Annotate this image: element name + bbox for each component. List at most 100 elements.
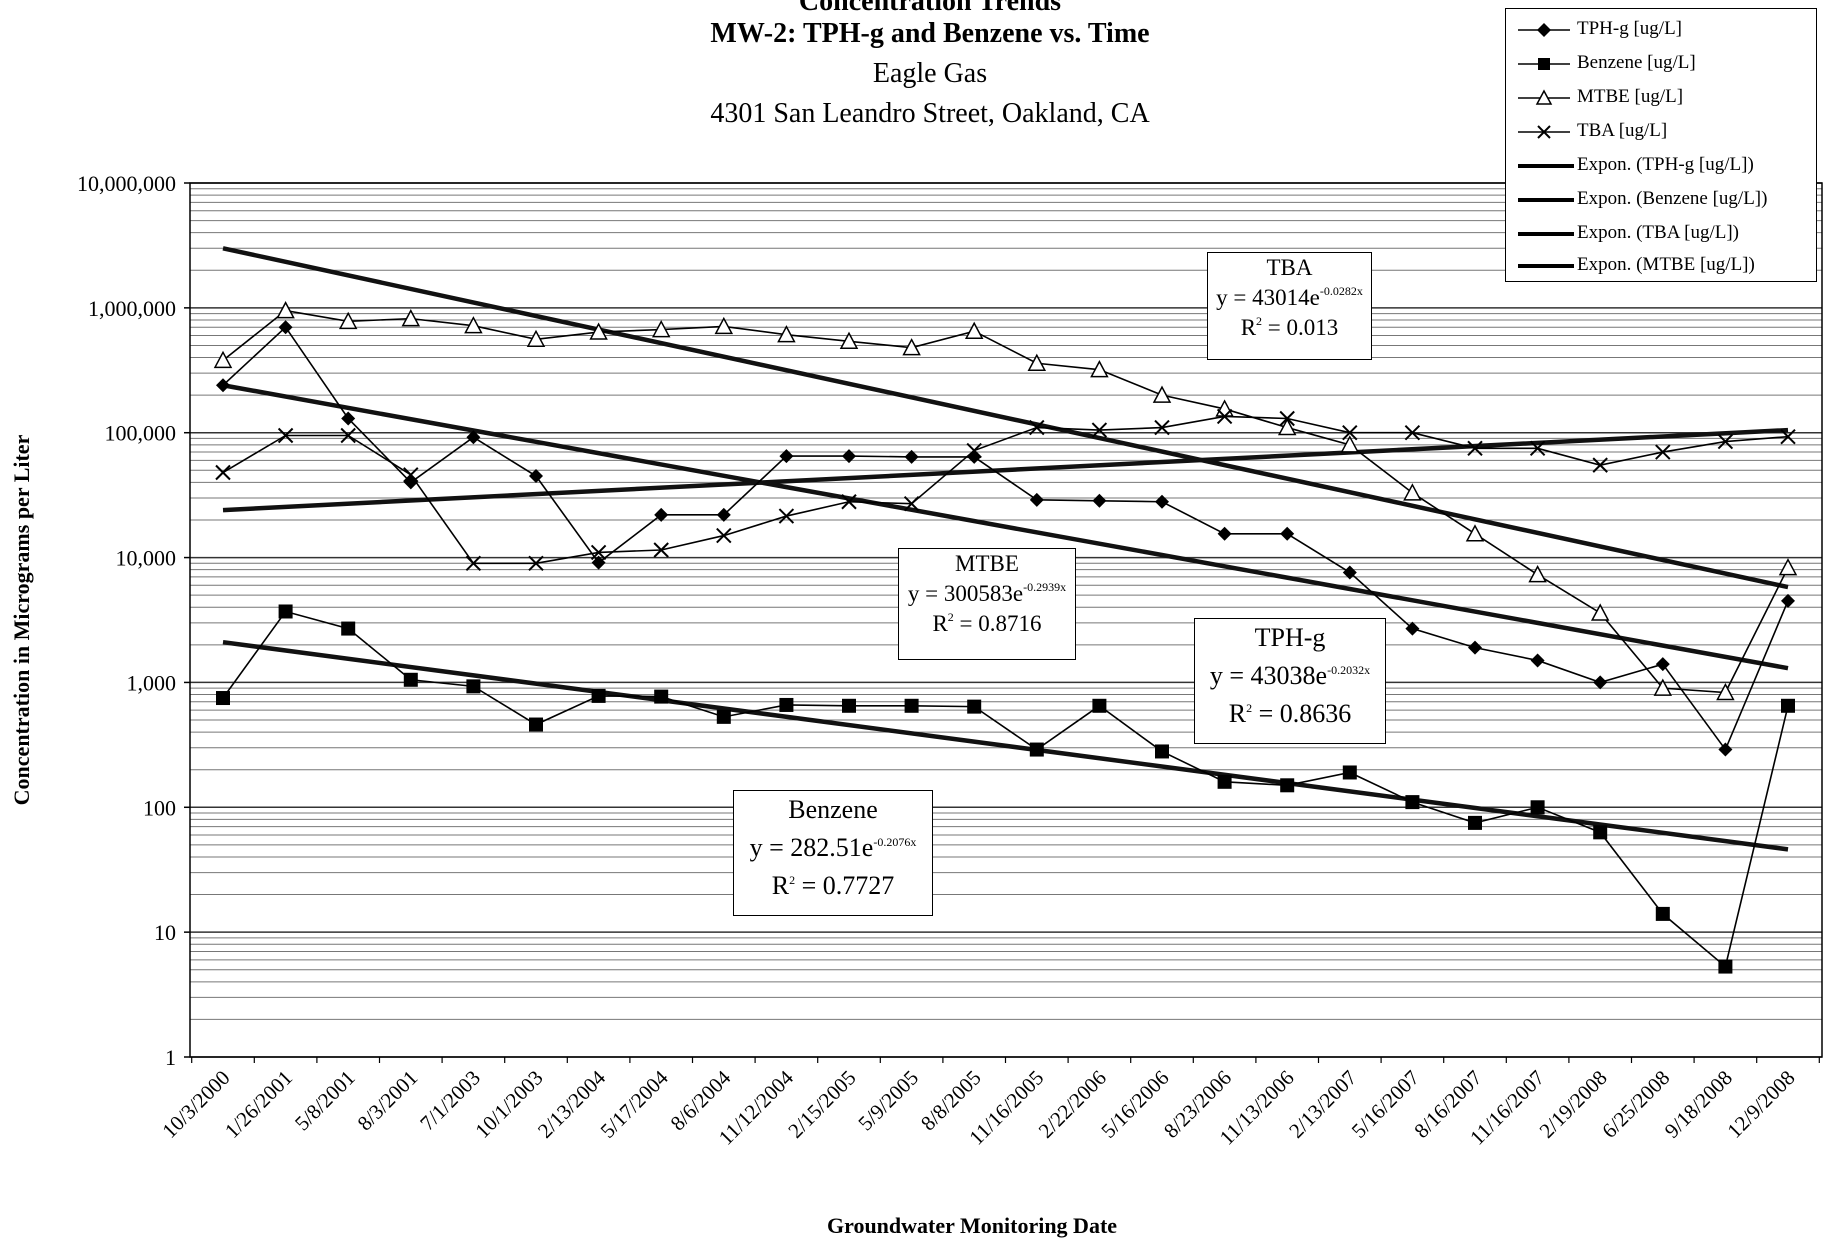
data-point-x: [1717, 433, 1734, 450]
chart-title-block: Concentration Trends MW-2: TPH-g and Ben…: [560, 0, 1300, 134]
trend-label: TBA: [1266, 255, 1313, 280]
data-point-x-stroke: [716, 527, 732, 544]
x-tick-label: 9/18/2008: [1660, 1066, 1737, 1143]
x-marker-icon: [1518, 125, 1570, 139]
data-point-triangle: [714, 316, 734, 335]
r2-superscript: 2: [947, 610, 954, 624]
data-point-x-stroke: [778, 508, 795, 524]
data-point-x: [1029, 419, 1045, 436]
data-point-x: [716, 527, 732, 544]
x-tick-label: 12/9/2008: [1722, 1066, 1799, 1143]
y-tick-label: 10,000: [116, 546, 177, 571]
data-point-square: [278, 604, 293, 619]
legend-label: MTBE [ug/L]: [1577, 86, 1684, 107]
data-point-square: [904, 698, 919, 713]
x-tick-label: 8/3/2001: [353, 1066, 423, 1136]
data-point-square: [341, 621, 356, 636]
data-point-triangle: [1465, 524, 1485, 542]
legend-label: Expon. (TBA [ug/L]): [1577, 222, 1740, 243]
data-point-x-stroke: [841, 494, 857, 510]
data-point-triangle: [276, 301, 295, 319]
data-point-diamond: [1342, 565, 1357, 580]
r2-symbol: R: [932, 611, 948, 636]
chart-title: Concentration Trends: [798, 0, 1062, 17]
data-point-triangle: [964, 321, 984, 339]
data-point-x: [778, 508, 795, 524]
trend-equation: y = 300583e: [907, 581, 1024, 606]
legend-item-trend-benzene: Expon. (Benzene [ug/L]): [1514, 185, 1814, 215]
data-point-diamond: [1718, 742, 1733, 757]
data-point-square: [591, 688, 606, 703]
data-point-x-stroke: [653, 542, 669, 558]
trendline: [222, 246, 1789, 590]
data-point-triangle: [1403, 483, 1422, 501]
x-tick-label: 5/16/2007: [1347, 1066, 1424, 1143]
data-point-x-stroke: [590, 544, 607, 561]
x-tick-label: 2/19/2008: [1535, 1066, 1612, 1143]
x-axis-label: Groundwater Monitoring Date: [826, 1213, 1118, 1238]
y-axis-label: Concentration in Micrograms per Liter: [9, 434, 34, 806]
chart-site-address: 4301 San Leandro Street, Oakland, CA: [710, 98, 1150, 129]
r2-superscript: 2: [1246, 701, 1253, 715]
data-point-triangle: [1716, 682, 1735, 701]
legend-label: Benzene [ug/L]: [1577, 52, 1696, 73]
data-point-x-stroke: [1592, 457, 1608, 473]
data-point-square: [842, 698, 856, 713]
data-point-triangle: [1590, 603, 1610, 621]
data-point-square: [1593, 825, 1608, 840]
r2-value: = 0.8636: [1252, 699, 1352, 728]
r2-symbol: R: [771, 871, 790, 900]
data-point-triangle: [1277, 417, 1297, 436]
data-point-x: [1467, 440, 1483, 457]
data-series: [213, 301, 1798, 974]
data-point-x-stroke: [1404, 425, 1421, 441]
y-tick-label: 1: [165, 1045, 176, 1070]
data-point-square: [1029, 742, 1044, 757]
data-point-diamond: [591, 555, 606, 570]
x-tick-label: 2/13/2004: [533, 1065, 611, 1143]
data-point-triangle: [1528, 565, 1547, 583]
trendlines: [222, 246, 1789, 852]
data-point-square: [1781, 698, 1795, 713]
series-line: [222, 309, 1789, 694]
data-point-x-stroke: [403, 467, 419, 483]
data-point-diamond: [1468, 640, 1482, 655]
legend-item-mtbe: MTBE [ug/L]: [1514, 83, 1814, 113]
data-point-triangle: [526, 329, 546, 348]
legend-item-trend-mtbe: Expon. (MTBE [ug/L]): [1514, 251, 1814, 281]
data-point-diamond: [654, 507, 669, 522]
trend-equation: y = 43014e: [1216, 285, 1320, 310]
trend-equation: y = 282.51e: [749, 833, 874, 862]
data-point-square: [1217, 774, 1232, 789]
data-point-square: [1468, 815, 1482, 830]
trend-equation: y = 43038e: [1209, 661, 1328, 690]
trendline-icon: [1518, 164, 1574, 168]
data-point-diamond: [1593, 675, 1608, 690]
legend: TPH-g [ug/L] Benzene [ug/L] MTBE [ug/L] …: [1505, 8, 1817, 282]
data-point-diamond: [278, 320, 293, 335]
data-point-x-stroke: [1529, 440, 1546, 457]
trendline-icon: [1518, 264, 1574, 268]
data-point-x-stroke: [277, 427, 294, 444]
data-point-diamond: [1655, 657, 1670, 672]
legend-label: TPH-g [ug/L]: [1577, 18, 1683, 39]
data-point-x-stroke: [1279, 410, 1295, 427]
data-point-square: [403, 672, 418, 687]
data-point-square: [967, 699, 982, 714]
r2-symbol: R: [1240, 315, 1257, 340]
data-point-x-stroke: [215, 464, 231, 481]
data-point-triangle: [464, 316, 483, 334]
y-tick-label: 10,000,000: [77, 171, 176, 196]
x-tick-labels: 10/3/20001/26/20015/8/20018/3/20017/1/20…: [157, 1065, 1799, 1149]
data-point-diamond: [1405, 621, 1420, 636]
x-tick-label: 5/17/2004: [596, 1065, 674, 1143]
data-point-x: [403, 467, 419, 483]
data-point-diamond: [466, 430, 481, 445]
x-tick-label: 2/22/2006: [1034, 1066, 1111, 1143]
trendline-icon: [1518, 198, 1574, 202]
data-point-x: [1216, 408, 1233, 425]
data-point-x-stroke: [1154, 419, 1170, 436]
legend-item-tphg: TPH-g [ug/L]: [1514, 15, 1814, 45]
r2-value: = 0.013: [1262, 315, 1339, 340]
